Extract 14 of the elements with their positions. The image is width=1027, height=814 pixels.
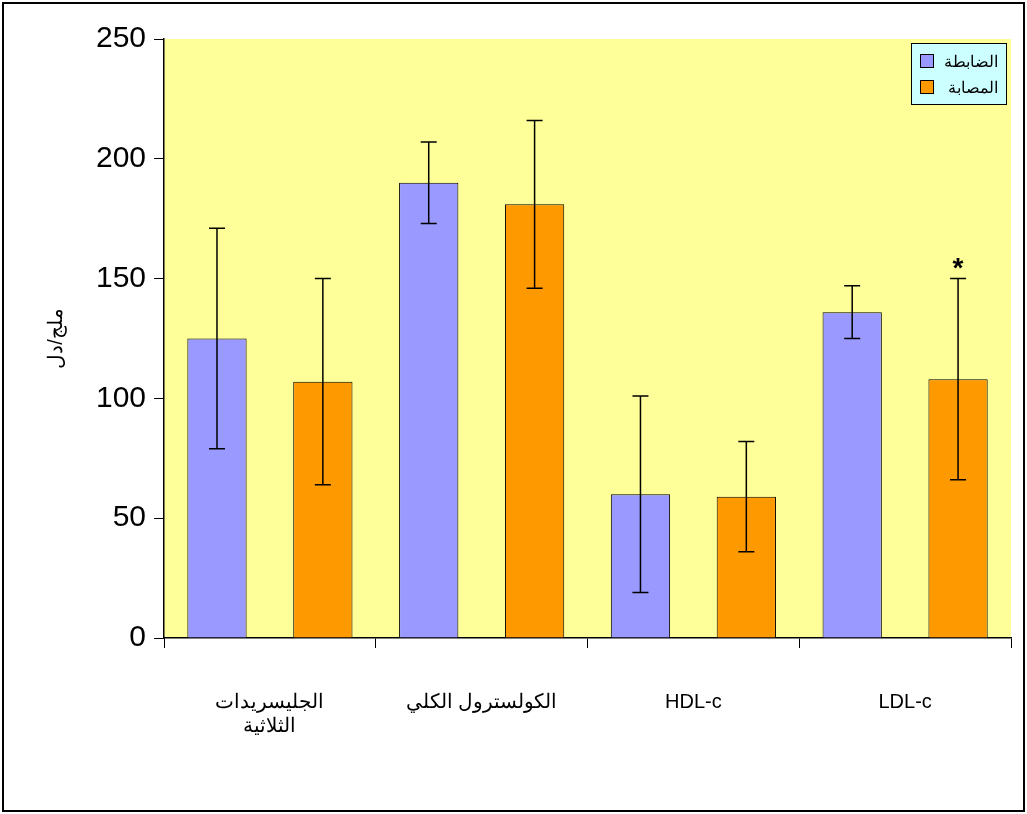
x-tick-label: الجليسريدات الثلاثية (215, 689, 325, 736)
x-tick-label: LDL-c (878, 689, 932, 712)
legend-label: المصابة (948, 77, 998, 97)
x-tick-label: الكولسترول الكلي (405, 689, 558, 713)
y-tick-label: 150 (95, 259, 147, 293)
x-tick-label: HDL-c (665, 689, 722, 712)
y-tick-label: 100 (95, 379, 147, 413)
y-tick-label: 200 (95, 140, 147, 174)
y-axis-title: ملج/دل (43, 308, 67, 369)
y-tick-label: 50 (112, 499, 147, 533)
legend-label: الضابطة (944, 51, 998, 71)
annotation: * (952, 251, 964, 283)
y-tick-label: 0 (129, 619, 147, 653)
y-tick-label: 250 (95, 20, 147, 54)
